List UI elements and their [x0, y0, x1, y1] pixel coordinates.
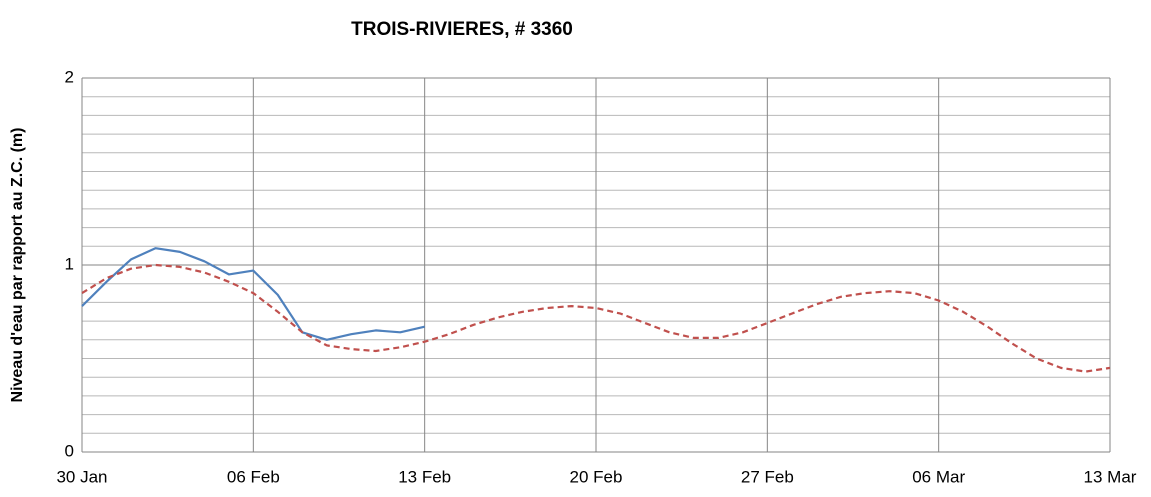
series-line	[81, 263, 1111, 373]
x-tick-label: 30 Jan	[56, 467, 107, 486]
x-tick-label: 27 Feb	[741, 467, 794, 486]
y-axis-label: Niveau d'eau par rapport au Z.C. (m)	[9, 128, 26, 403]
x-tick-label: 20 Feb	[570, 467, 623, 486]
x-tick-label: 06 Mar	[912, 467, 965, 486]
x-tick-label: 13 Feb	[398, 467, 451, 486]
x-tick-label: 06 Feb	[227, 467, 280, 486]
y-tick-label: 2	[65, 67, 74, 86]
x-tick-label: 13 Mar	[1084, 467, 1137, 486]
chart-title: TROIS-RIVIERES, # 3360	[351, 19, 573, 40]
y-tick-label: 0	[65, 441, 74, 460]
series-line	[81, 247, 425, 341]
y-tick-label: 1	[65, 254, 74, 273]
